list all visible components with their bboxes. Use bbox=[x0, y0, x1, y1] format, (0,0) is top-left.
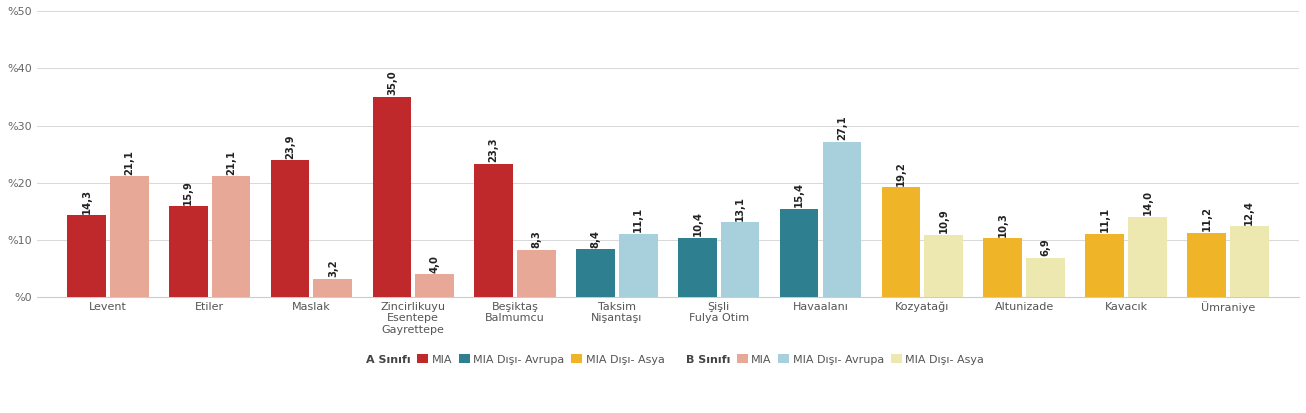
Bar bbox=[67, 216, 106, 297]
Bar bbox=[721, 222, 759, 297]
Text: 11,2: 11,2 bbox=[1202, 206, 1212, 231]
Bar bbox=[1128, 217, 1166, 297]
Bar bbox=[882, 188, 921, 297]
Text: 8,4: 8,4 bbox=[590, 230, 601, 247]
Bar bbox=[517, 250, 556, 297]
Bar bbox=[780, 209, 819, 297]
Bar bbox=[925, 235, 963, 297]
Text: 14,0: 14,0 bbox=[1143, 190, 1152, 216]
Text: 15,9: 15,9 bbox=[183, 180, 193, 204]
Text: 27,1: 27,1 bbox=[837, 116, 846, 140]
Text: 3,2: 3,2 bbox=[328, 260, 338, 277]
Bar bbox=[270, 161, 310, 297]
Text: 11,1: 11,1 bbox=[633, 207, 644, 232]
Text: 4,0: 4,0 bbox=[430, 255, 440, 273]
Text: 35,0: 35,0 bbox=[387, 71, 397, 95]
Text: 21,1: 21,1 bbox=[226, 150, 236, 175]
Bar bbox=[1027, 258, 1064, 297]
Text: 14,3: 14,3 bbox=[81, 189, 91, 214]
Text: 23,3: 23,3 bbox=[488, 138, 499, 162]
Bar bbox=[1187, 233, 1226, 297]
Text: 13,1: 13,1 bbox=[735, 196, 746, 221]
Text: 15,4: 15,4 bbox=[794, 182, 804, 207]
Text: 10,9: 10,9 bbox=[939, 209, 948, 233]
Text: 21,1: 21,1 bbox=[124, 150, 135, 175]
Bar bbox=[619, 234, 658, 297]
Bar bbox=[1085, 234, 1124, 297]
Text: 8,3: 8,3 bbox=[532, 230, 542, 248]
Text: 19,2: 19,2 bbox=[896, 161, 906, 186]
Text: 10,3: 10,3 bbox=[998, 212, 1008, 237]
Bar bbox=[415, 275, 454, 297]
Bar bbox=[983, 238, 1023, 297]
Bar bbox=[678, 238, 717, 297]
Text: 12,4: 12,4 bbox=[1245, 199, 1254, 225]
Bar bbox=[474, 164, 513, 297]
Bar bbox=[168, 206, 208, 297]
Text: 10,4: 10,4 bbox=[692, 211, 703, 236]
Bar bbox=[576, 249, 615, 297]
Text: 23,9: 23,9 bbox=[285, 134, 295, 159]
Bar bbox=[372, 97, 411, 297]
Bar bbox=[1230, 226, 1268, 297]
Legend: A Sınıfı, MIA, MIA Dışı- Avrupa, MIA Dışı- Asya, B Sınıfı, MIA, MIA Dışı- Avrupa: A Sınıfı, MIA, MIA Dışı- Avrupa, MIA Dış… bbox=[351, 354, 983, 365]
Bar bbox=[212, 176, 251, 297]
Bar bbox=[313, 279, 353, 297]
Bar bbox=[110, 176, 149, 297]
Text: 11,1: 11,1 bbox=[1100, 207, 1110, 232]
Bar bbox=[823, 142, 861, 297]
Text: 6,9: 6,9 bbox=[1041, 238, 1050, 256]
